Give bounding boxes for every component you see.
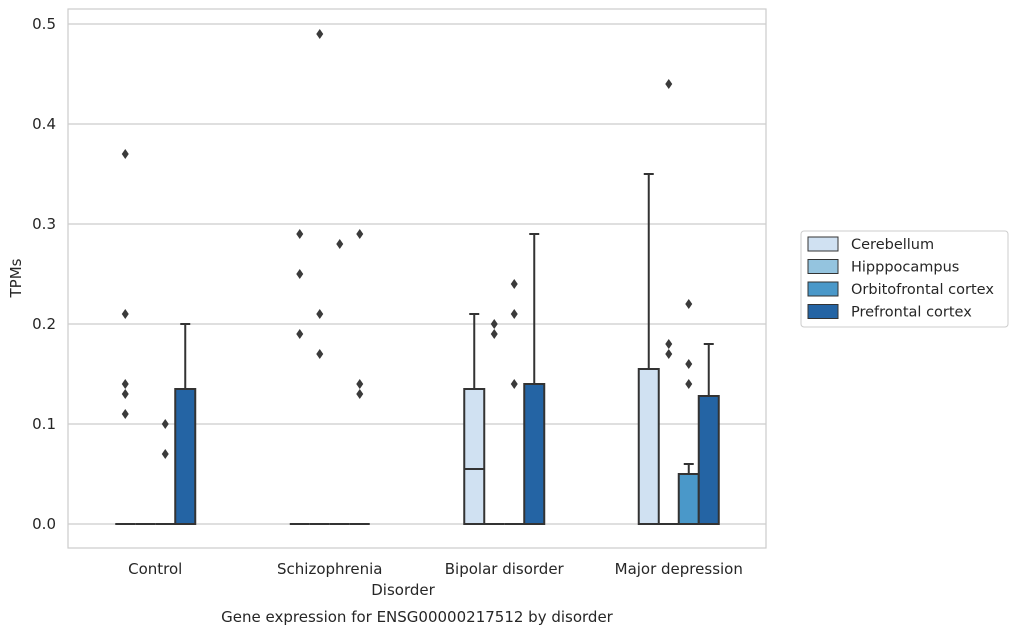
legend-swatch	[807, 236, 839, 252]
box-orbitofrontal-cortex	[677, 299, 700, 525]
outlier-point	[296, 329, 304, 339]
outlier-point	[121, 149, 129, 159]
legend-label: Orbitofrontal cortex	[851, 282, 994, 298]
outlier-point	[685, 299, 693, 309]
outlier-point	[490, 319, 498, 329]
y-axis-ticks: 0.0 0.1 0.2 0.3 0.4 0.5	[32, 15, 56, 533]
outlier-point	[316, 349, 324, 359]
box-cerebellum	[289, 229, 310, 525]
box-body	[463, 388, 486, 525]
outlier-point	[510, 309, 518, 319]
box-hipppocampus	[484, 319, 505, 525]
outlier-point	[296, 269, 304, 279]
box-cerebellum	[463, 313, 486, 525]
y-tick-label: 0.2	[32, 315, 56, 333]
outlier-point	[121, 379, 129, 389]
box-cerebellum	[637, 173, 660, 525]
outlier-point	[685, 379, 693, 389]
outlier-point	[510, 279, 518, 289]
legend-swatch	[807, 281, 839, 297]
outlier-point	[336, 239, 344, 249]
legend-swatch	[807, 259, 839, 274]
box-body	[523, 383, 546, 525]
x-tick-label: Major depression	[615, 560, 743, 578]
outlier-point	[665, 79, 673, 89]
outlier-point	[665, 339, 673, 349]
plot-area	[67, 8, 767, 549]
outlier-point	[685, 359, 693, 369]
box-body	[174, 388, 197, 525]
x-tick-label: Control	[128, 560, 182, 578]
y-tick-label: 0.5	[32, 15, 56, 33]
y-axis-label: TPMs	[7, 258, 25, 298]
legend-swatch	[807, 304, 839, 319]
outlier-point	[665, 349, 673, 359]
x-axis-ticks: Control Schizophrenia Bipolar disorder Majo…	[128, 560, 743, 578]
box-prefrontal-cortex	[174, 323, 197, 525]
box-body	[677, 473, 700, 525]
y-tick-label: 0.0	[32, 515, 56, 533]
x-tick-label: Bipolar disorder	[445, 560, 565, 578]
chart-caption: Gene expression for ENSG00000217512 by d…	[221, 608, 614, 626]
outlier-point	[356, 229, 364, 239]
box-prefrontal-cortex	[349, 229, 370, 525]
outlier-point	[490, 329, 498, 339]
box-orbitofrontal-cortex	[329, 239, 350, 525]
outlier-point	[356, 389, 364, 399]
outlier-point	[316, 309, 324, 319]
outlier-point	[121, 389, 129, 399]
outlier-point	[161, 449, 169, 459]
box-orbitofrontal-cortex	[504, 279, 525, 525]
box-hipppocampus	[309, 29, 330, 525]
outlier-point	[121, 409, 129, 419]
box-prefrontal-cortex	[697, 343, 720, 525]
box-hipppocampus	[658, 79, 679, 525]
outlier-point	[316, 29, 324, 39]
outlier-point	[121, 309, 129, 319]
box-body	[697, 395, 720, 525]
outlier-point	[296, 229, 304, 239]
outlier-point	[161, 419, 169, 429]
legend: Cerebellum Hipppocampus Orbitofrontal cort…	[800, 230, 1009, 328]
boxes	[115, 29, 720, 525]
y-tick-label: 0.4	[32, 115, 56, 133]
legend-frame	[800, 230, 1009, 328]
box-body	[637, 368, 660, 525]
box-prefrontal-cortex	[523, 233, 546, 525]
x-tick-label: Schizophrenia	[277, 560, 382, 578]
box-cerebellum	[115, 149, 136, 525]
y-tick-label: 0.3	[32, 215, 56, 233]
legend-label: Hipppocampus	[851, 260, 959, 276]
y-tick-label: 0.1	[32, 415, 56, 433]
legend-label: Cerebellum	[851, 237, 934, 253]
legend-label: Prefrontal cortex	[851, 305, 972, 321]
outlier-point	[510, 379, 518, 389]
x-axis-label: Disorder	[371, 581, 435, 599]
box-orbitofrontal-cortex	[155, 419, 176, 525]
outlier-point	[356, 379, 364, 389]
